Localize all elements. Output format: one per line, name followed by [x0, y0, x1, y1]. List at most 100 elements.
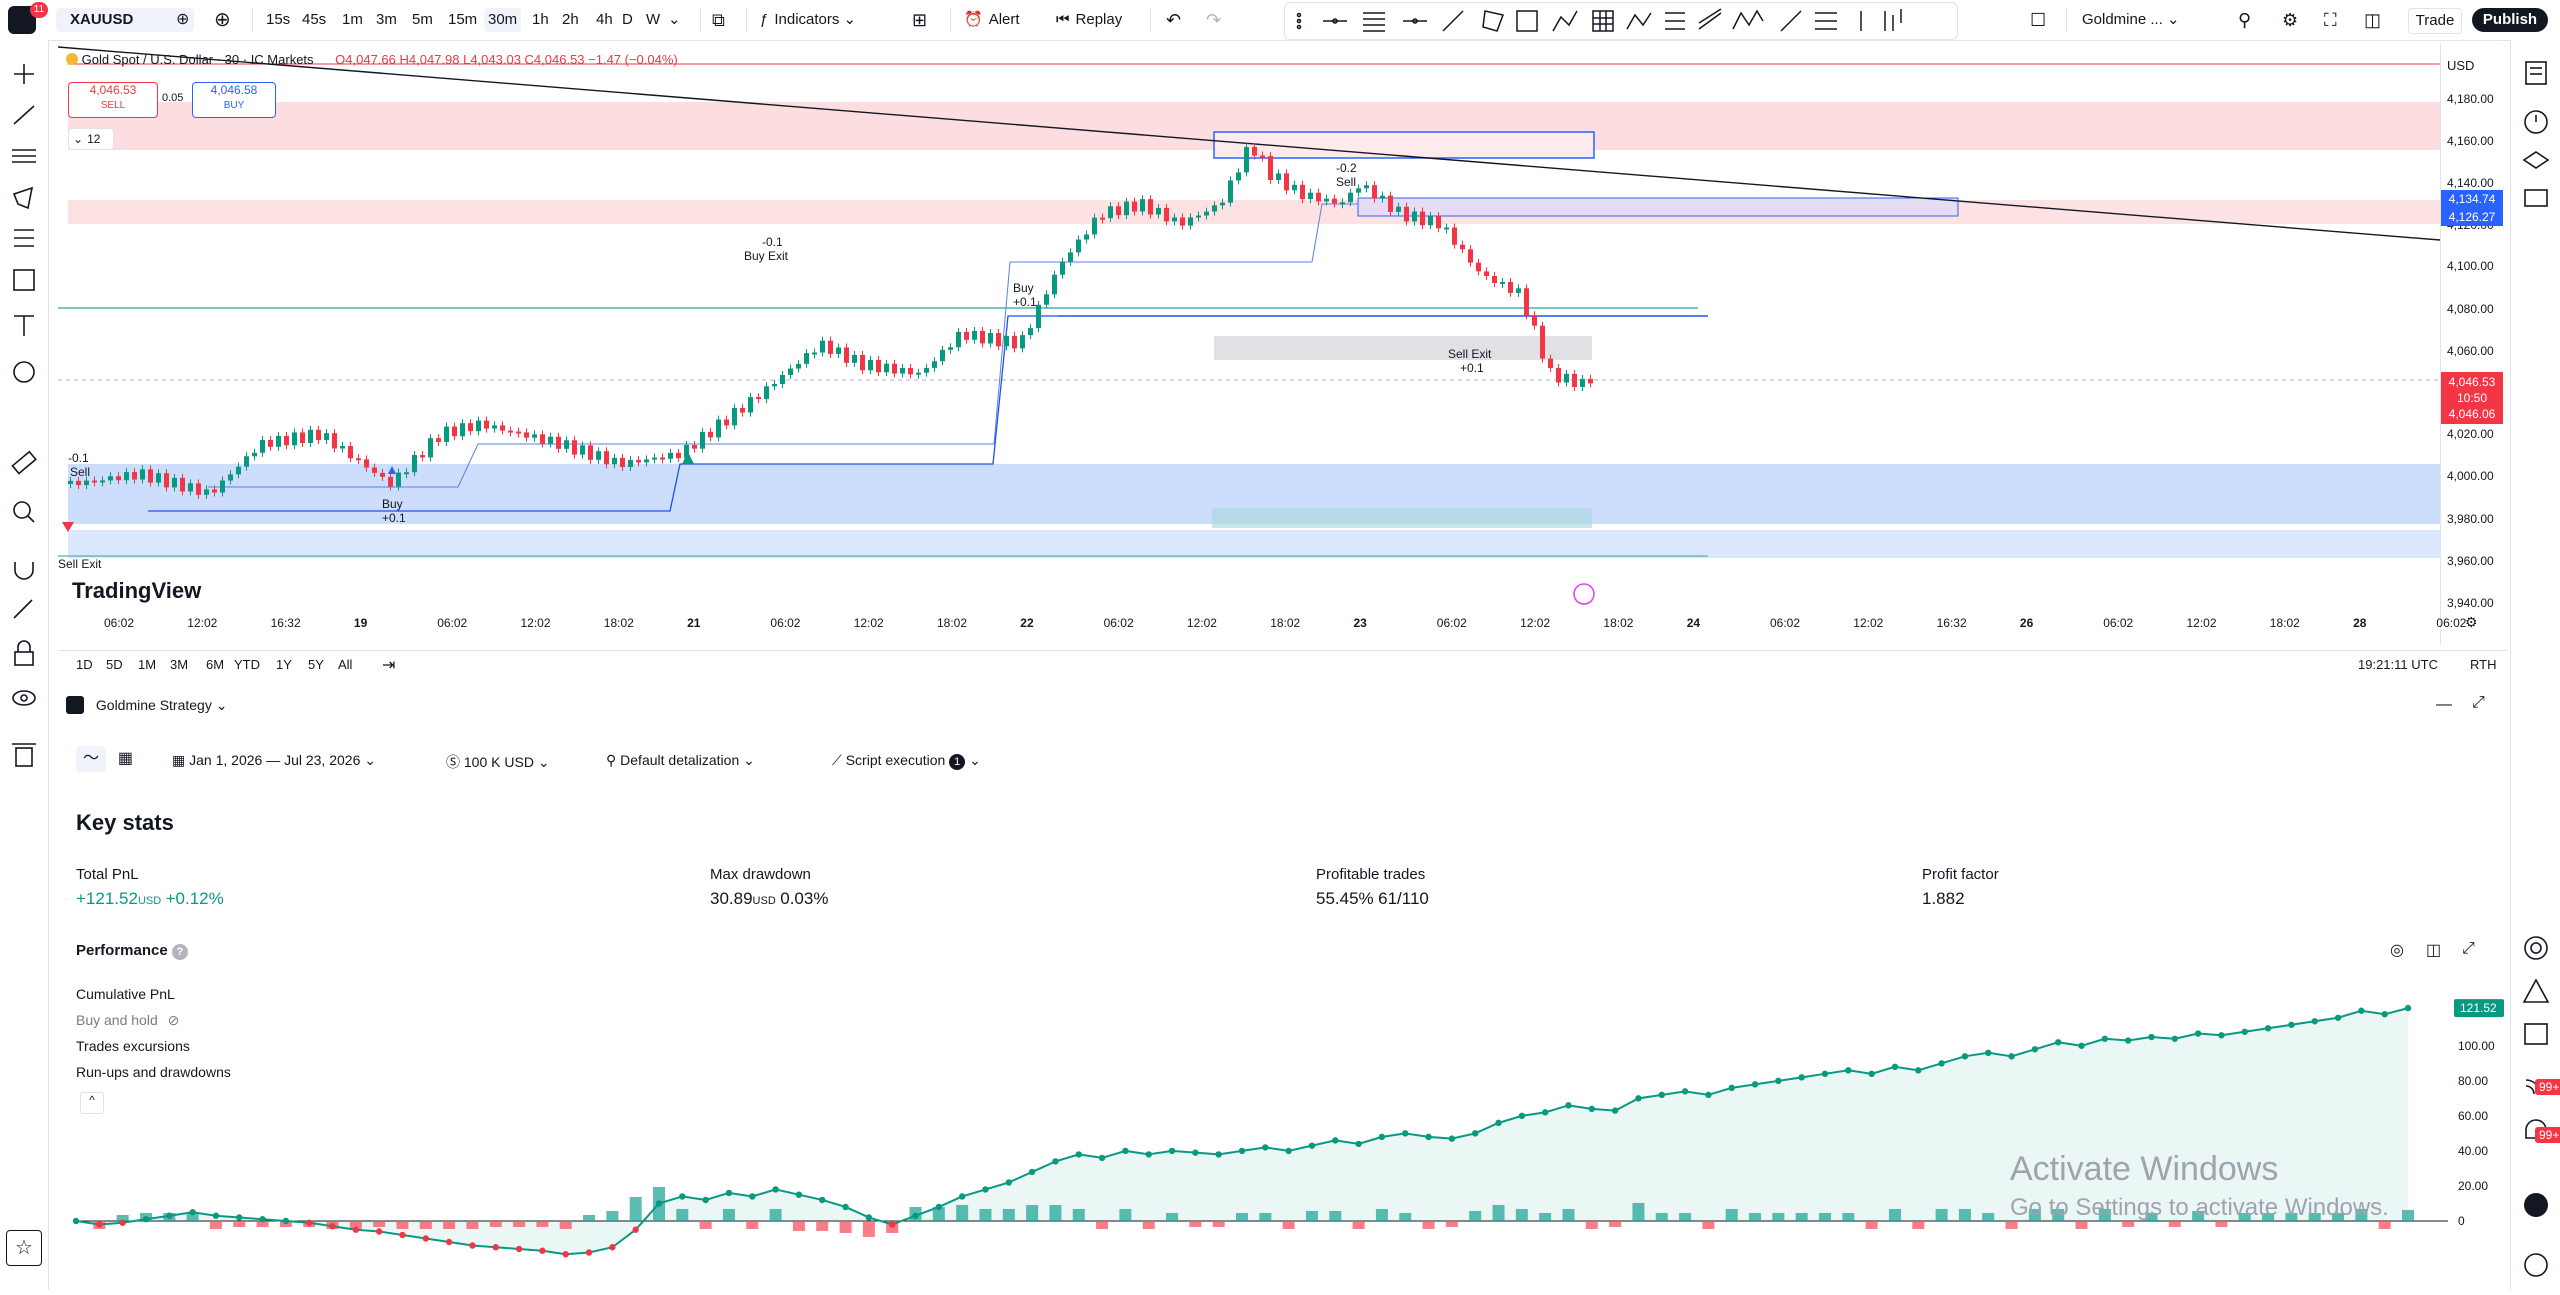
performance-chart[interactable]: 100.00 80.00 60.00 40.00 20.00 0 121.52	[58, 978, 2508, 1278]
range-YTD[interactable]: YTD	[234, 657, 260, 672]
detail-selector[interactable]: ⚲ Default detalization ⌄	[606, 752, 755, 768]
interval-2h[interactable]: 2h	[562, 11, 579, 28]
candle-body	[884, 363, 889, 373]
templates-icon[interactable]: ⊞	[912, 10, 928, 30]
goto-date-icon[interactable]: ⇥	[382, 657, 396, 674]
alert-button[interactable]: ⏰ Alert	[964, 8, 1020, 32]
buy-label: BUY	[223, 100, 245, 111]
camera-icon[interactable]: ◫	[2364, 10, 2382, 30]
indicators-label: Indicators	[774, 11, 840, 28]
info-icon[interactable]: ?	[171, 944, 188, 960]
capital-selector[interactable]: Ⓢ 100 K USD ⌄	[446, 754, 550, 770]
right-sidebar-icons[interactable]	[2511, 40, 2560, 1290]
trade-button[interactable]: Trade	[2408, 8, 2462, 34]
execution-selector[interactable]: ⟋ Script execution 1 ⌄	[832, 752, 981, 770]
interval-3m[interactable]: 3m	[376, 11, 397, 28]
interval-5m[interactable]: 5m	[412, 11, 433, 28]
perf-target-icon[interactable]: ◎	[2390, 942, 2404, 959]
minimize-icon[interactable]: —	[2436, 696, 2452, 713]
range-5D[interactable]: 5D	[106, 657, 123, 672]
stat-label: Profitable trades	[1316, 866, 1426, 883]
interval-4h[interactable]: 4h	[596, 11, 613, 28]
excursion-bar	[1609, 1220, 1622, 1227]
perf-expand-icon[interactable]: ⤢	[2462, 940, 2475, 957]
replay-button[interactable]: ⏮ Replay	[1056, 8, 1122, 32]
legend-title[interactable]: Gold Spot / U.S. Dollar · 30 · IC Market…	[81, 52, 314, 67]
fullscreen-icon[interactable]: ⛶	[2324, 10, 2337, 30]
utc-clock[interactable]: 19:21:11 UTC	[2358, 657, 2438, 672]
time-tick: 23	[1353, 616, 1367, 630]
symbol-search[interactable]: XAUUSD	[56, 8, 194, 32]
interval-W[interactable]: W	[646, 11, 661, 28]
legend-runups[interactable]: Run-ups and drawdowns	[76, 1064, 231, 1080]
candle-body	[276, 435, 281, 447]
gear-icon[interactable]: ⚙	[2282, 10, 2299, 30]
legend-buy-and-hold[interactable]: Buy and hold ⊘	[76, 1012, 179, 1029]
eye-off-icon[interactable]: ⊘	[167, 1012, 180, 1028]
legend-collapse[interactable]: ⌄ 12	[68, 128, 114, 150]
candle-body	[772, 384, 777, 387]
scale-settings-icon[interactable]: ⚙	[2465, 614, 2478, 630]
currency-selector[interactable]: USD	[2447, 58, 2475, 73]
compare-icon[interactable]: ⊕	[214, 9, 231, 31]
interval-1m[interactable]: 1m	[342, 11, 363, 28]
time-tick: 12:02	[2186, 616, 2217, 630]
ann-buy-1-qty: +0.1	[382, 511, 406, 525]
interval-15s[interactable]: 15s	[266, 11, 291, 28]
price-scale[interactable]: USD 4,180.004,160.004,140.004,120.004,10…	[2440, 44, 2509, 644]
pnl-point	[1728, 1084, 1735, 1092]
price-chart[interactable]: -0.1 Sell Sell Exit Buy +0.1 -0.1 Buy Ex…	[57, 44, 2441, 644]
time-scale[interactable]: 06:02 12:02 16:32 19 06:02 12:02 18:02 21 06:02 1…	[58, 610, 2466, 640]
date-range-picker[interactable]: ▦ Jan 1, 2026 — Jul 23, 2026 ⌄	[172, 752, 376, 768]
layout-name-dropdown[interactable]: Goldmine ... ⌄	[2082, 8, 2180, 32]
interval-D[interactable]: D	[622, 11, 633, 28]
candles-group	[68, 142, 1593, 499]
left-tool-icons[interactable]	[0, 40, 48, 1290]
range-6M[interactable]: 6M	[206, 657, 225, 672]
excursion-bar	[2028, 1208, 2041, 1221]
candle-body	[420, 455, 425, 458]
session-toggle[interactable]: RTH	[2470, 657, 2497, 672]
interval-1h[interactable]: 1h	[532, 11, 549, 28]
replay-icon: ⏮	[1056, 11, 1070, 28]
candles-svg[interactable]: -0.1 Sell Sell Exit Buy +0.1 -0.1 Buy Ex…	[57, 44, 2441, 644]
candle-body	[572, 440, 577, 455]
candle-body	[916, 372, 921, 375]
pnl-point	[585, 1249, 593, 1256]
layout-square-icon[interactable]: ☐	[2030, 10, 2047, 30]
table-view-icon[interactable]: ▦	[117, 750, 134, 767]
redo-icon[interactable]: ↷	[1206, 10, 1222, 30]
apps-grid-icon	[2524, 1193, 2548, 1217]
range-3M[interactable]: 3M	[170, 657, 189, 672]
chart-type-icon[interactable]: ⧉	[712, 10, 725, 30]
drawing-toolbar-icons[interactable]	[1285, 3, 1957, 39]
collapse-legend-button[interactable]: ^	[80, 1092, 104, 1114]
range-All[interactable]: All	[338, 657, 353, 672]
candle-body	[1388, 195, 1393, 212]
strategy-tab[interactable]: Goldmine Strategy ⌄	[66, 688, 227, 722]
interval-45s[interactable]: 45s	[302, 11, 327, 28]
add-symbol-icon[interactable]: ⊕	[176, 11, 190, 28]
range-1Y[interactable]: 1Y	[276, 657, 292, 672]
perf-camera-icon[interactable]: ◫	[2426, 942, 2442, 959]
sell-button[interactable]: 4,046.53 SELL	[68, 82, 158, 118]
interval-15m[interactable]: 15m	[448, 11, 478, 28]
maximize-icon[interactable]: ⤢	[2472, 694, 2485, 711]
text-icon	[14, 315, 34, 336]
quick-search-icon[interactable]: ⚲	[2238, 10, 2252, 30]
excursion-bar	[1982, 1212, 1995, 1221]
interval-dropdown-icon[interactable]: ⌄	[668, 11, 681, 28]
interval-30m[interactable]: 30m	[484, 8, 522, 32]
legend-cumulative-pnl[interactable]: Cumulative PnL	[76, 986, 175, 1002]
range-1D[interactable]: 1D	[76, 657, 93, 672]
publish-button[interactable]: Publish	[2472, 8, 2548, 32]
undo-icon[interactable]: ↶	[1166, 10, 1182, 30]
indicators-button[interactable]: ƒ Indicators ⌄	[760, 11, 857, 28]
favorites-star-icon[interactable]: ☆	[6, 1230, 42, 1266]
chart-view-icon[interactable]: 〜	[76, 746, 106, 772]
range-5Y[interactable]: 5Y	[308, 657, 324, 672]
buy-button[interactable]: 4,046.58 BUY	[192, 82, 276, 118]
range-1M[interactable]: 1M	[138, 657, 157, 672]
candle-body	[1460, 244, 1465, 250]
legend-trades-excursions[interactable]: Trades excursions	[76, 1038, 190, 1054]
